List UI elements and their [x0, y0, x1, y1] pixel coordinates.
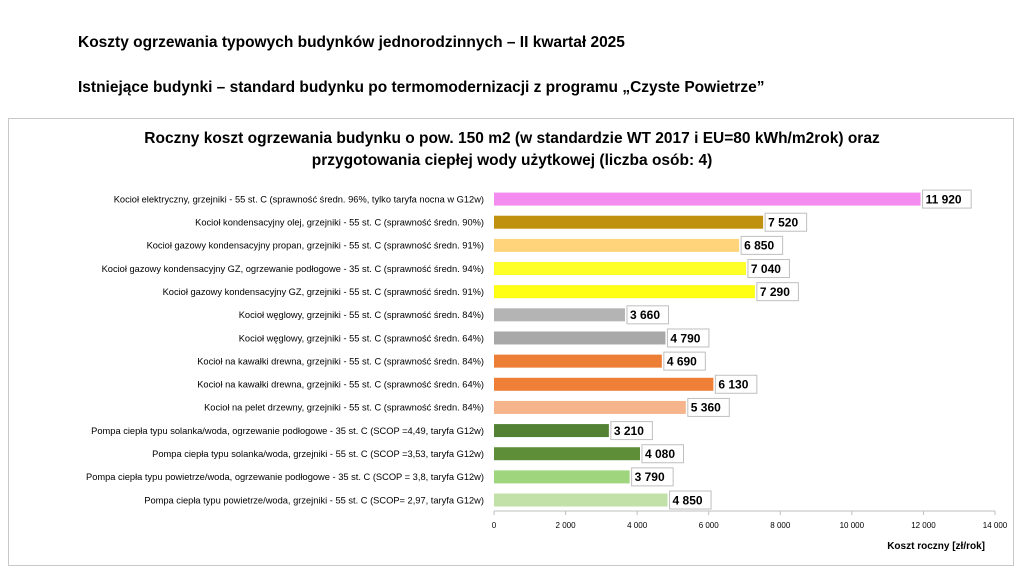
data-label-box: [669, 490, 712, 510]
bar: [494, 447, 641, 461]
category-label: Kocioł gazowy kondensacyjny propan, grze…: [147, 241, 484, 251]
slide-title: Koszty ogrzewania typowych budynków jedn…: [78, 34, 625, 51]
data-label-box: [764, 212, 808, 232]
bar: [494, 377, 714, 391]
data-label: 7 290: [760, 285, 790, 299]
chart-title-line-1: Roczny koszt ogrzewania budynku o pow. 1…: [144, 130, 880, 147]
data-label-box: [747, 259, 790, 279]
category-label: Kocioł elektryczny, grzejniki - 55 st. C…: [114, 194, 484, 204]
category-label: Pompa ciepła typu solanka/woda, grzejnik…: [152, 449, 484, 459]
category-label: Kocioł gazowy kondensacyjny GZ, ogrzewan…: [102, 264, 484, 274]
data-labels: 11 920 7 520 6 850 7 040 7 290 3 660 4 790 4 69…: [610, 189, 972, 510]
bar: [494, 493, 668, 507]
data-label-box: [626, 305, 669, 325]
bar: [494, 285, 755, 299]
x-axis-title: Koszt roczny [zł/rok]: [887, 541, 985, 552]
bar: [494, 308, 625, 322]
slide-subtitle: Istniejące budynki – standard budynku po…: [78, 79, 765, 96]
category-label: Kocioł kondensacyjny olej, grzejniki - 5…: [195, 218, 484, 228]
data-label-box: [641, 444, 685, 464]
data-label: 6 850: [744, 239, 774, 253]
x-tick-label: 14 000: [983, 521, 1008, 530]
x-tick-label: 12 000: [911, 521, 936, 530]
category-label: Kocioł na kawałki drewna, grzejniki - 55…: [197, 380, 484, 390]
chart-title: Roczny koszt ogrzewania budynku o pow. 1…: [0, 128, 1024, 172]
bar: [494, 354, 662, 368]
bar: [494, 192, 921, 206]
bar: [494, 424, 609, 438]
bar: [494, 262, 746, 276]
x-tick-label: 0: [492, 521, 497, 530]
bars: [494, 192, 921, 507]
category-label: Kocioł węglowy, grzejniki - 55 st. C (sp…: [239, 333, 484, 343]
category-label: Pompa ciepła typu solanka/woda, ogrzewan…: [91, 426, 484, 436]
bar: [494, 215, 764, 229]
category-label: Kocioł gazowy kondensacyjny GZ, grzejnik…: [163, 287, 484, 297]
data-label-box: [687, 397, 730, 417]
bar: [494, 400, 686, 414]
category-label: Pompa ciepła typu powietrze/woda, ogrzew…: [86, 472, 484, 482]
data-label: 11 920: [926, 192, 962, 206]
x-tick-label: 4 000: [627, 521, 648, 530]
x-tick-label: 8 000: [770, 521, 791, 530]
bar: [494, 238, 740, 252]
x-axis: 0 2 000 4 000 6 000 8 000 10 000 12 000 14 000: [492, 510, 1008, 530]
data-label: 6 130: [718, 378, 748, 392]
data-label: 4 080: [645, 447, 675, 461]
category-label: Kocioł węglowy, grzejniki - 55 st. C (sp…: [239, 310, 484, 320]
data-label: 4 790: [670, 331, 700, 345]
category-label: Kocioł na kawałki drewna, grzejniki - 55…: [197, 356, 484, 366]
data-label: 3 210: [614, 424, 644, 438]
data-label: 3 660: [630, 308, 660, 322]
chart-title-line-2: przygotowania ciepłej wody użytkowej (li…: [311, 152, 713, 169]
data-label: 5 360: [691, 401, 721, 415]
category-labels: Kocioł elektryczny, grzejniki - 55 st. C…: [86, 194, 484, 505]
data-label-box: [631, 467, 674, 487]
category-label: Pompa ciepła typu powietrze/woda, grzejn…: [144, 495, 484, 505]
data-label: 7 520: [768, 216, 798, 230]
data-label-box: [756, 282, 799, 302]
data-label-box: [922, 189, 972, 209]
x-tick-label: 2 000: [556, 521, 577, 530]
data-label: 3 790: [635, 470, 665, 484]
data-label-box: [663, 351, 706, 371]
x-tick-label: 6 000: [699, 521, 720, 530]
bar: [494, 470, 630, 484]
data-label: 7 040: [751, 262, 781, 276]
data-label-box: [714, 374, 758, 394]
data-label-box: [666, 328, 710, 348]
category-label: Kocioł na pelet drzewny, grzejniki - 55 …: [204, 403, 484, 413]
data-label-box: [740, 235, 784, 255]
data-label: 4 850: [673, 493, 703, 507]
data-label: 4 690: [667, 354, 697, 368]
bar: [494, 331, 666, 345]
x-tick-label: 10 000: [840, 521, 865, 530]
data-label-box: [610, 421, 653, 441]
